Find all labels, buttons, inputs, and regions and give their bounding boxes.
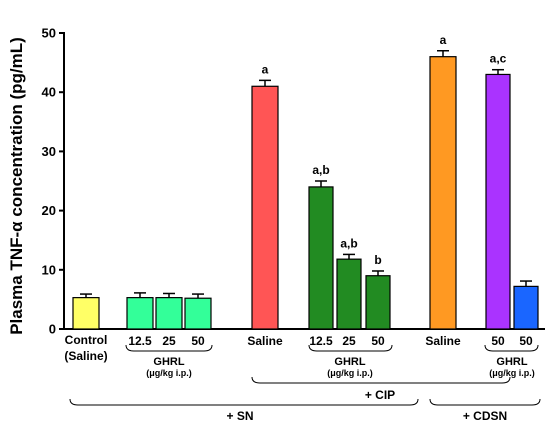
group-label: GHRL	[334, 356, 365, 368]
x-tick-label: Saline	[425, 334, 461, 348]
bar	[308, 186, 334, 330]
y-tick-label: 30	[42, 144, 56, 159]
ghrl-bracket	[125, 344, 213, 352]
bar	[513, 285, 539, 330]
x-tick-label: Saline	[247, 334, 283, 348]
y-tick-label: 20	[42, 203, 56, 218]
y-axis-label: Plasma TNF-α concentration (pg/mL)	[7, 37, 26, 335]
bar	[184, 297, 212, 330]
x-label-control: Control	[65, 333, 108, 347]
significance-label: b	[374, 253, 381, 267]
cdsn-label: + CDSN	[463, 409, 507, 423]
group-unit-label: (μg/kg i.p.)	[146, 368, 192, 378]
y-axis-label-group: Plasma TNF-α concentration (pg/mL)	[7, 37, 26, 335]
significance-label: a,b	[312, 163, 329, 177]
bar	[429, 56, 457, 330]
bar	[336, 258, 362, 330]
group-brackets: GHRL(μg/kg i.p.)GHRL(μg/kg i.p.)GHRL(μg/…	[69, 344, 541, 423]
x-label-control-sub: (Saline)	[64, 349, 107, 363]
x-tick-label: 50	[519, 334, 533, 348]
cip-bracket	[251, 376, 511, 384]
x-tick-label: 50	[491, 334, 505, 348]
x-tick-label: 25	[162, 334, 176, 348]
group-unit-label: (μg/kg i.p.)	[327, 368, 373, 378]
bar	[155, 297, 183, 330]
x-tick-labels: Control (Saline) 12.5 25 50 Saline 12.5 25 50 Sal…	[64, 333, 533, 363]
bar-series: a a,b a,b b a a,c	[72, 33, 539, 330]
ghrl-bracket	[308, 344, 393, 352]
x-tick-label: 12.5	[128, 334, 152, 348]
bar	[365, 275, 391, 330]
significance-label: a	[440, 33, 447, 47]
group-label: GHRL	[496, 356, 527, 368]
bar	[72, 297, 100, 330]
sn-label: + SN	[226, 409, 253, 423]
sn-bracket	[69, 398, 419, 406]
cip-label: + CIP	[365, 388, 395, 402]
group-label: GHRL	[153, 356, 184, 368]
significance-label: a,c	[490, 52, 507, 66]
ghrl-bracket	[484, 344, 539, 352]
group-unit-label: (μg/kg i.p.)	[489, 368, 535, 378]
bar	[126, 297, 154, 330]
y-tick-label: 40	[42, 85, 56, 100]
bar	[251, 85, 279, 330]
y-tick-label: 0	[49, 322, 56, 337]
y-axis: 0 10 20 30 40 50	[42, 26, 545, 337]
x-tick-label: 25	[342, 334, 356, 348]
y-tick-label: 50	[42, 26, 56, 41]
x-tick-label: 50	[191, 334, 205, 348]
x-tick-label: 50	[371, 334, 385, 348]
y-tick-label: 10	[42, 262, 56, 277]
significance-label: a,b	[340, 236, 357, 250]
x-tick-label: 12.5	[309, 334, 333, 348]
cdsn-bracket	[429, 398, 541, 406]
bar	[485, 73, 511, 330]
significance-label: a	[262, 62, 269, 76]
